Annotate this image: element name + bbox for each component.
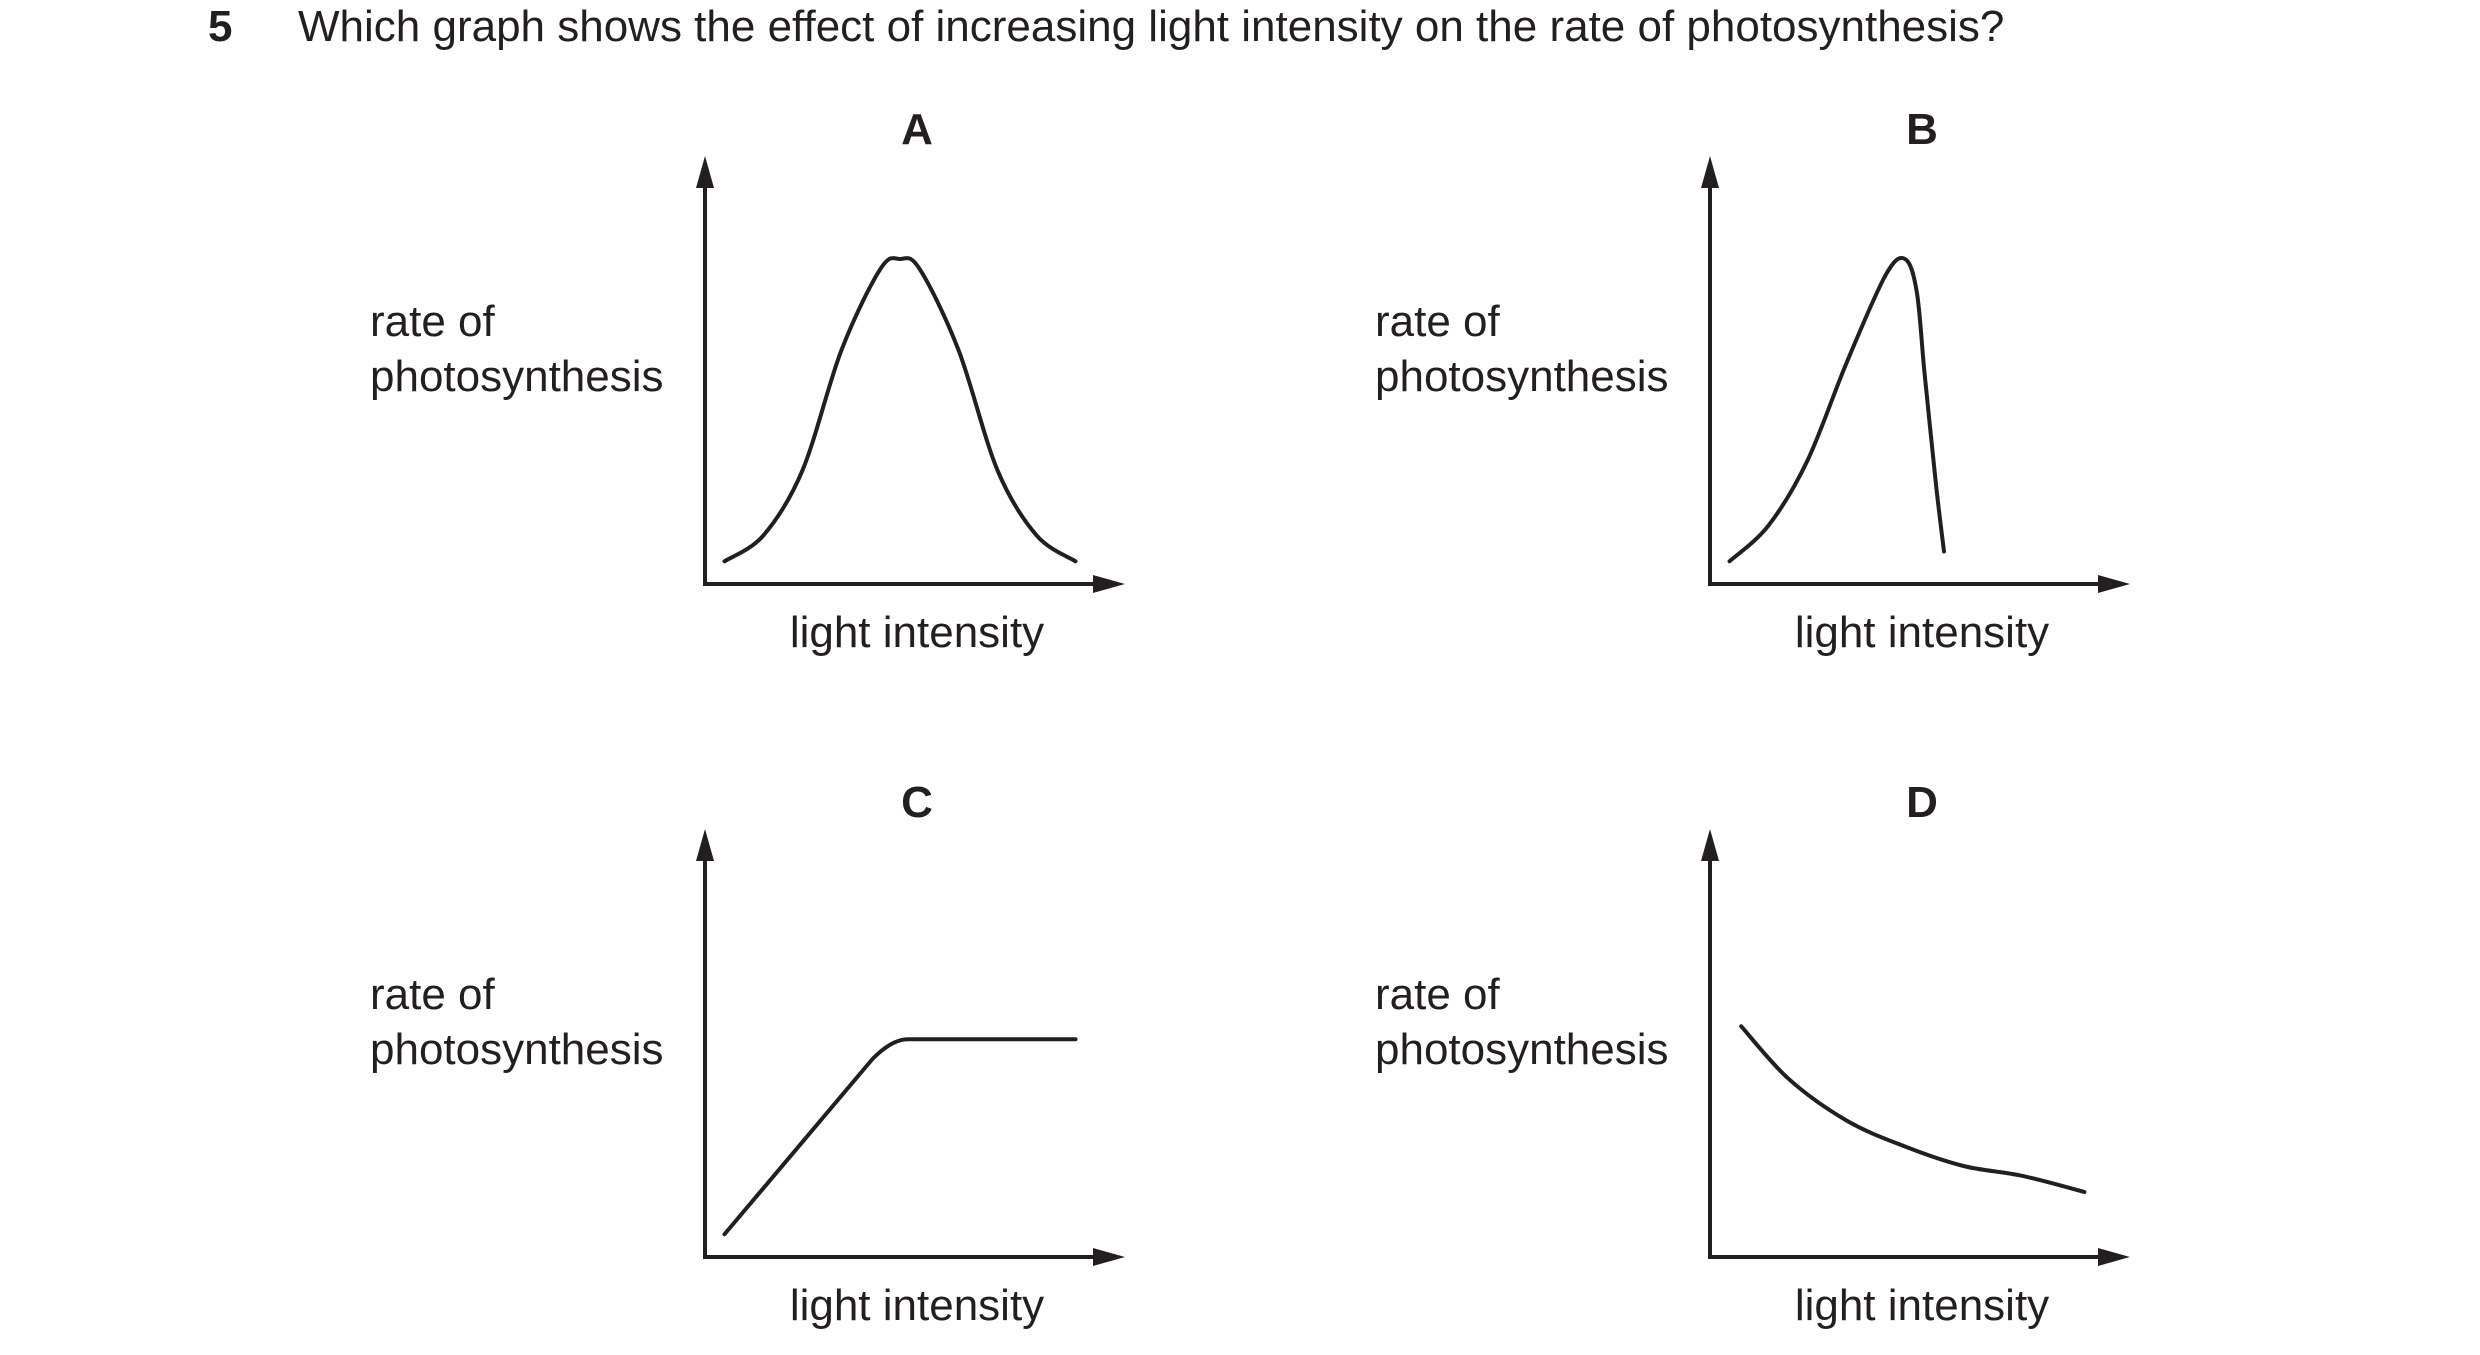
graph-d-curve xyxy=(1739,1024,2087,1194)
graph-d-option-letter: D xyxy=(1906,778,1938,827)
question-number: 5 xyxy=(208,2,233,51)
graph-b-x-axis-label: light intensity xyxy=(1795,608,2049,657)
graph-d-y-axis-label: rate of photosynthesis xyxy=(1375,970,1669,1074)
graph-a-y-axis-label: rate of photosynthesis xyxy=(370,297,664,401)
graph-b-y-axis-label: rate of photosynthesis xyxy=(1375,297,1669,401)
graph-c-x-axis-arrow xyxy=(1093,1248,1125,1266)
graph-a-y-axis-label-line: photosynthesis xyxy=(370,352,664,401)
graph-d-y-axis-label-line: rate of xyxy=(1375,970,1501,1019)
graph-d-x-axis-label: light intensity xyxy=(1795,1281,2049,1330)
graph-b-y-axis-label-line: photosynthesis xyxy=(1375,352,1669,401)
graph-c-y-axis-label-line: rate of xyxy=(370,970,496,1019)
graph-d-y-axis-arrow xyxy=(1701,829,1719,861)
graph-a-y-axis-arrow xyxy=(696,156,714,188)
graph-a-curve xyxy=(722,256,1078,564)
graph-c-x-axis-label: light intensity xyxy=(790,1281,1044,1330)
graph-c-option-letter: C xyxy=(901,778,933,827)
graph-a-x-axis-arrow xyxy=(1093,575,1125,593)
graph-b-y-axis-arrow xyxy=(1701,156,1719,188)
graph-d-y-axis-label-line: photosynthesis xyxy=(1375,1025,1669,1074)
graph-c-curve xyxy=(722,1037,1078,1237)
graph-b-x-axis-arrow xyxy=(2098,575,2130,593)
graph-c-y-axis-label: rate of photosynthesis xyxy=(370,970,664,1074)
graph-c-y-axis-label-line: photosynthesis xyxy=(370,1025,664,1074)
graph-d-x-axis-arrow xyxy=(2098,1248,2130,1266)
graph-b-option-letter: B xyxy=(1906,105,1938,154)
graph-b-y-axis-label-line: rate of xyxy=(1375,297,1501,346)
question-text: Which graph shows the effect of increasi… xyxy=(298,2,2005,51)
graph-a-y-axis-label-line: rate of xyxy=(370,297,496,346)
graph-c-y-axis-arrow xyxy=(696,829,714,861)
graph-a-x-axis-label: light intensity xyxy=(790,608,1044,657)
graph-b-curve xyxy=(1727,255,1946,564)
graph-a-option-letter: A xyxy=(901,105,933,154)
